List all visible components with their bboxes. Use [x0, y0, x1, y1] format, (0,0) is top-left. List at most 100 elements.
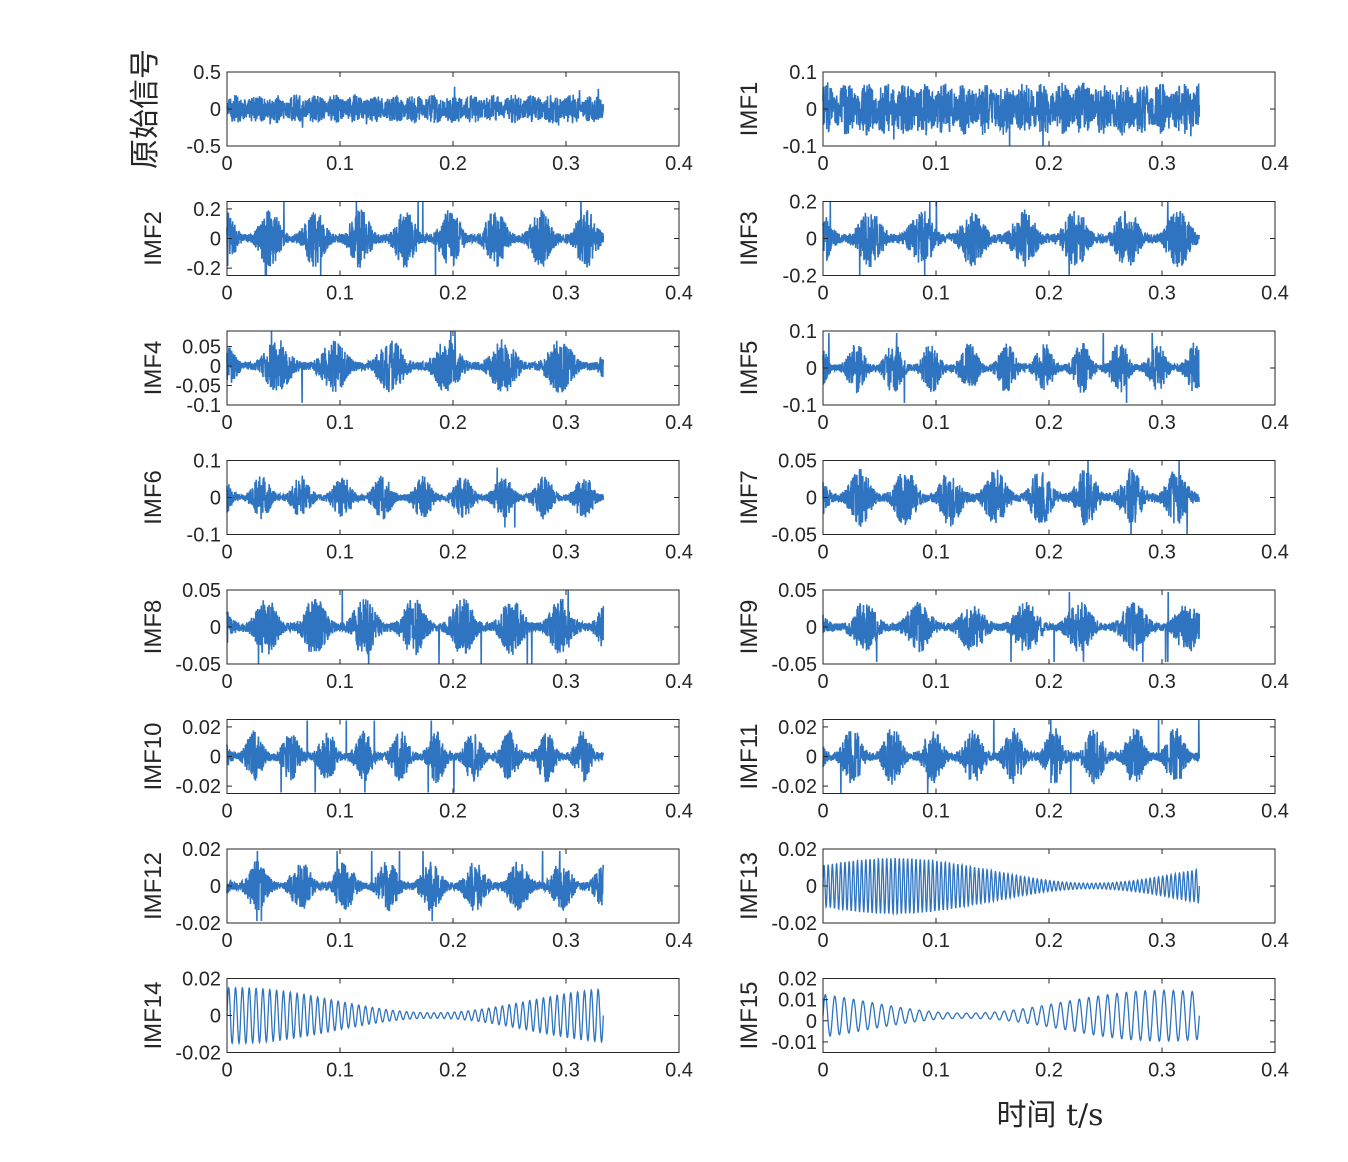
y-tick-label: 0.05: [778, 451, 817, 473]
y-tick-label: 0.02: [778, 969, 817, 991]
x-tick-label: 0: [221, 1060, 232, 1082]
x-tick-label: 0.2: [439, 153, 467, 175]
x-tick-label: 0: [221, 412, 232, 434]
y-axis-label: IMF5: [736, 341, 763, 396]
x-tick-label: 0.3: [552, 801, 580, 823]
x-tick-label: 0.4: [1261, 801, 1289, 823]
y-tick-label: 0.05: [778, 580, 817, 602]
x-tick-label: 0.3: [552, 671, 580, 693]
y-tick-label: -0.1: [783, 395, 817, 417]
signal-line: [226, 850, 605, 922]
x-tick-label: 0.2: [1035, 283, 1063, 305]
signal-line: [226, 86, 605, 128]
y-axis-label: IMF1: [736, 82, 763, 137]
y-tick-label: -0.05: [175, 654, 221, 676]
y-tick-label: -0.02: [771, 913, 817, 935]
x-axis-label: 时间 t/s: [996, 1098, 1103, 1133]
x-tick-label: 0.3: [552, 1060, 580, 1082]
y-tick-label: 0.02: [182, 717, 221, 739]
x-tick-label: 0.3: [1148, 1060, 1176, 1082]
y-tick-label: 0: [210, 99, 221, 121]
y-tick-label: 0.02: [182, 969, 221, 991]
y-tick-label: 0: [806, 1011, 817, 1033]
y-tick-label: 0: [806, 99, 817, 121]
y-tick-label: -0.1: [187, 525, 221, 547]
x-tick-label: 0: [817, 153, 828, 175]
y-tick-label: -0.02: [175, 913, 221, 935]
x-tick-label: 0.4: [665, 153, 693, 175]
y-tick-label: -0.05: [771, 654, 817, 676]
x-tick-label: 0.1: [326, 671, 354, 693]
y-axis-label: IMF3: [736, 211, 763, 266]
x-tick-label: 0.3: [1148, 671, 1176, 693]
x-tick-label: 0: [817, 930, 828, 952]
y-tick-label: -0.5: [187, 136, 221, 158]
y-axis-label: IMF15: [736, 981, 763, 1049]
x-tick-label: 0.4: [665, 671, 693, 693]
signal-line: [226, 589, 605, 665]
y-tick-label: 0.02: [182, 839, 221, 861]
x-tick-label: 0: [817, 801, 828, 823]
y-tick-label: 0.02: [778, 717, 817, 739]
x-tick-label: 0.2: [1035, 153, 1063, 175]
x-tick-label: 0.1: [326, 801, 354, 823]
y-tick-label: 0.05: [182, 337, 221, 359]
y-tick-label: -0.1: [187, 395, 221, 417]
y-tick-label: 0.2: [193, 199, 221, 221]
x-tick-label: 0.1: [922, 1060, 950, 1082]
y-axis-label: IMF12: [140, 852, 167, 920]
x-tick-label: 0.4: [1261, 930, 1289, 952]
y-axis-label: IMF10: [140, 722, 167, 790]
y-tick-label: 0.05: [182, 580, 221, 602]
x-tick-label: 0.4: [665, 412, 693, 434]
y-tick-label: 0: [210, 1006, 221, 1028]
x-tick-label: 0: [221, 801, 232, 823]
x-tick-label: 0.4: [1261, 671, 1289, 693]
x-tick-label: 0.2: [439, 542, 467, 564]
y-tick-label: 0: [806, 876, 817, 898]
y-tick-label: 0: [806, 229, 817, 251]
y-axis-label: 原始信号: [128, 49, 163, 169]
x-tick-label: 0.1: [922, 930, 950, 952]
y-axis-label: IMF11: [736, 723, 763, 789]
x-tick-label: 0.4: [1261, 1060, 1289, 1082]
x-tick-label: 0: [221, 153, 232, 175]
y-axis-label: IMF9: [736, 600, 763, 655]
x-tick-label: 0.1: [922, 153, 950, 175]
y-axis-label: IMF14: [140, 981, 167, 1049]
x-tick-label: 0.4: [665, 1060, 693, 1082]
x-tick-label: 0.2: [439, 930, 467, 952]
y-tick-label: 0: [210, 747, 221, 769]
x-tick-label: 0.4: [665, 283, 693, 305]
x-tick-label: 0.3: [552, 930, 580, 952]
y-tick-label: -0.2: [783, 266, 817, 288]
signal-line: [822, 82, 1201, 147]
y-tick-label: 0: [210, 488, 221, 510]
signal-line: [226, 467, 605, 528]
y-axis-label: IMF6: [140, 470, 167, 525]
x-tick-label: 0.3: [1148, 412, 1176, 434]
x-tick-label: 0: [817, 671, 828, 693]
x-tick-label: 0.3: [1148, 930, 1176, 952]
x-tick-label: 0.1: [326, 930, 354, 952]
x-tick-label: 0: [221, 542, 232, 564]
x-tick-label: 0.4: [1261, 283, 1289, 305]
x-tick-label: 0.3: [1148, 801, 1176, 823]
y-tick-label: -0.05: [771, 525, 817, 547]
x-tick-label: 0.1: [922, 542, 950, 564]
x-tick-label: 0.1: [326, 412, 354, 434]
x-tick-label: 0.1: [326, 153, 354, 175]
y-axis-label: IMF13: [736, 852, 763, 920]
